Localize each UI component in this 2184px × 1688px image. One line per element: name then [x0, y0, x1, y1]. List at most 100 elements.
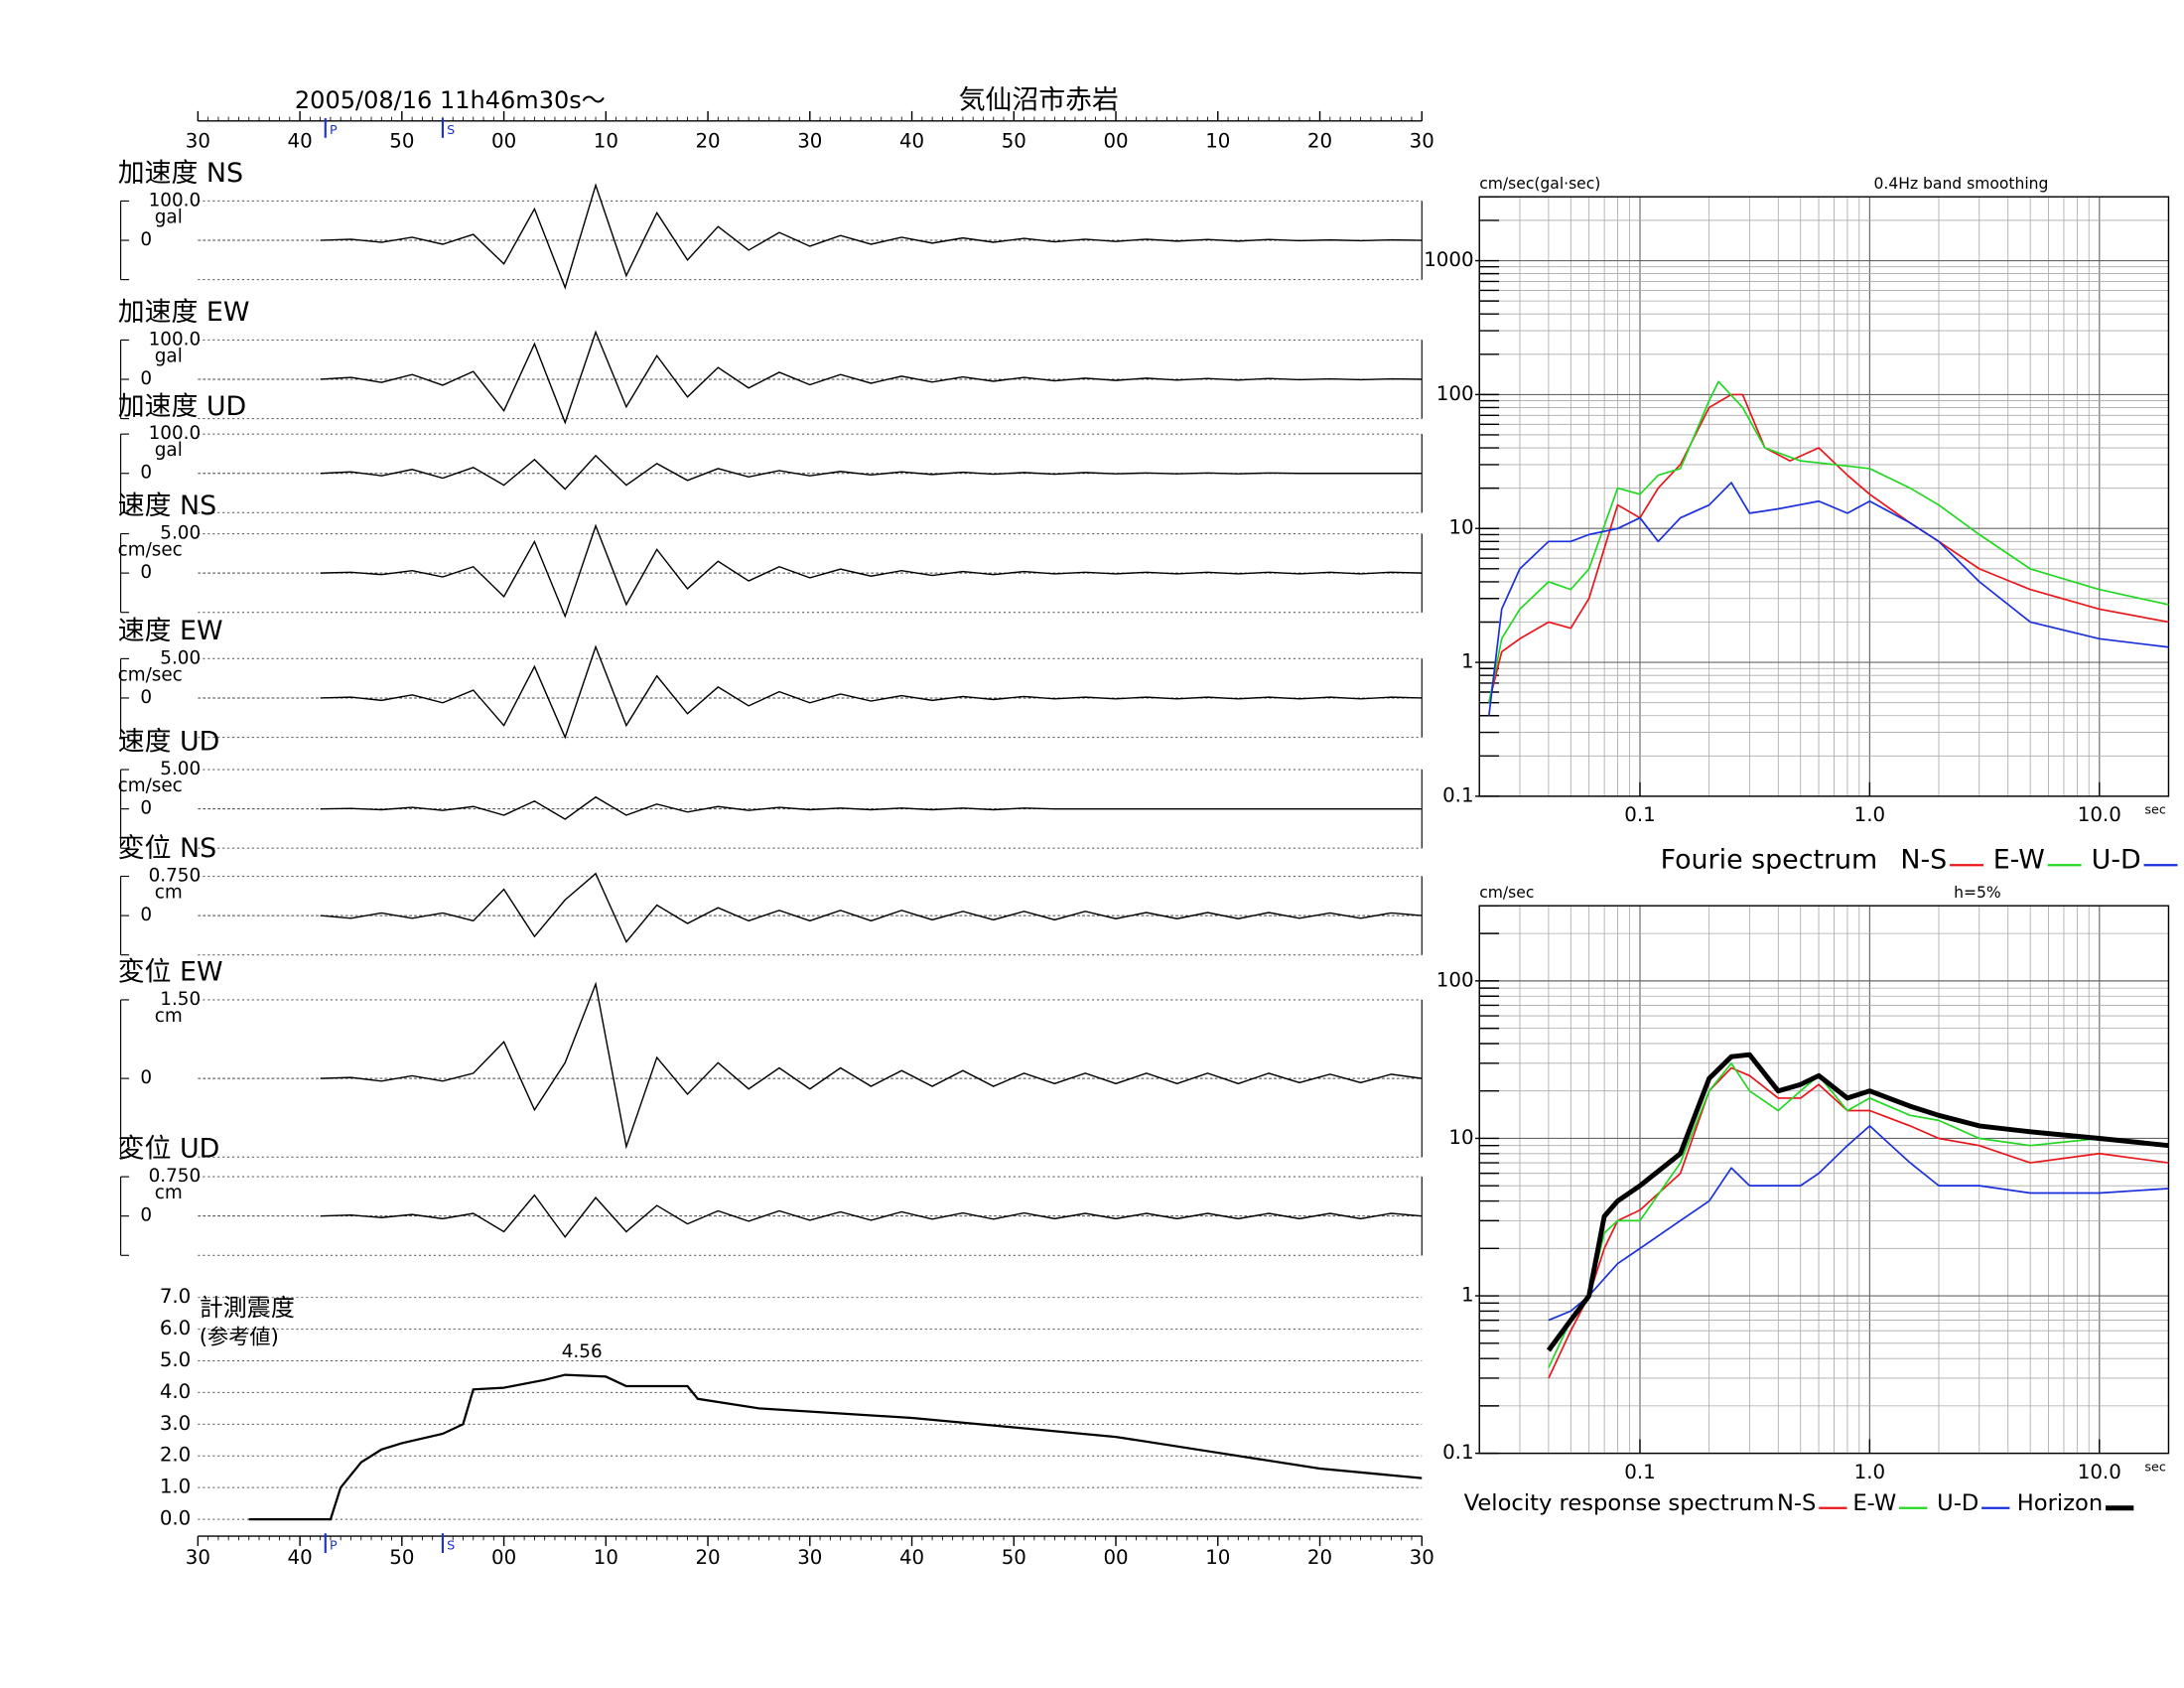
phase-label: P — [330, 122, 338, 137]
time-tick-label: 50 — [389, 1546, 414, 1569]
time-tick-label: 10 — [594, 130, 618, 153]
time-tick-label: 00 — [1103, 1546, 1128, 1569]
scale-label: 1.50 — [160, 989, 201, 1010]
y-tick-label: 4.0 — [160, 1380, 191, 1403]
y-tick-label: 0.0 — [160, 1507, 191, 1530]
spectrum-line — [1548, 1066, 2169, 1379]
trace-label: 加速度 NS — [118, 158, 243, 189]
trace-label: 速度 EW — [118, 616, 223, 646]
plot-frame — [1478, 196, 2170, 797]
unit-label: cm — [155, 1006, 183, 1027]
trace-label: 変位 NS — [118, 833, 216, 864]
time-tick-label: 20 — [1307, 1546, 1332, 1569]
y-tick-label: 1 — [1461, 650, 1474, 673]
zero-label: 0 — [140, 229, 152, 250]
y-tick-label: 3.0 — [160, 1412, 191, 1435]
scale-label: 0.750 — [149, 1166, 202, 1187]
x-tick-label: 1.0 — [1854, 803, 1885, 826]
legend-label: E-W — [1852, 1490, 1896, 1516]
time-tick-label: 20 — [695, 1546, 720, 1569]
y-tick-label: 7.0 — [160, 1285, 191, 1308]
x-tick-label: 0.1 — [1624, 1461, 1655, 1483]
legend-title: Velocity response spectrum — [1464, 1490, 1775, 1516]
waveform — [320, 454, 1423, 491]
scale-label: 100.0 — [149, 190, 202, 211]
time-tick-label: 40 — [288, 130, 313, 153]
y-tick-label: 1 — [1461, 1284, 1474, 1307]
scale-label: 5.00 — [160, 647, 201, 668]
time-tick-label: 30 — [186, 130, 210, 153]
scale-label: 0.750 — [149, 866, 202, 887]
intensity-subtitle: (参考値) — [200, 1325, 279, 1349]
intensity-title: 計測震度 — [200, 1294, 295, 1322]
time-tick-label: 00 — [1103, 130, 1128, 153]
header-date: 2005/08/16 11h46m30s〜 — [295, 86, 606, 114]
y-axis-label: cm/sec — [1479, 884, 1534, 902]
unit-label: gal — [155, 207, 183, 227]
time-tick-label: 50 — [1002, 130, 1026, 153]
time-tick-label: 00 — [491, 1546, 516, 1569]
zero-label: 0 — [140, 368, 152, 389]
unit-label: gal — [155, 346, 183, 366]
time-tick-label: 20 — [1307, 130, 1332, 153]
y-tick-label: 1000 — [1424, 248, 1473, 271]
time-tick-label: 10 — [594, 1546, 618, 1569]
zero-label: 0 — [140, 463, 152, 484]
y-tick-label: 0.1 — [1442, 783, 1473, 806]
legend-label: Horizon — [2017, 1490, 2103, 1516]
waveform — [320, 523, 1423, 619]
zero-label: 0 — [140, 1205, 152, 1226]
y-tick-label: 10 — [1448, 1126, 1473, 1149]
zero-label: 0 — [140, 905, 152, 925]
time-tick-label: 20 — [695, 130, 720, 153]
zero-label: 0 — [140, 687, 152, 708]
y-tick-label: 1.0 — [160, 1476, 191, 1498]
y-tick-label: 2.0 — [160, 1444, 191, 1467]
legend-label: U-D — [2092, 844, 2141, 875]
scale-label: 5.00 — [160, 759, 201, 779]
y-tick-label: 5.0 — [160, 1348, 191, 1371]
trace-label: 変位 EW — [118, 957, 223, 988]
spectrum-line — [1548, 1125, 2169, 1322]
waveform — [320, 330, 1423, 425]
waveform — [320, 872, 1423, 943]
subtitle: h=5% — [1954, 884, 2001, 902]
time-tick-label: 30 — [186, 1546, 210, 1569]
zero-label: 0 — [140, 1067, 152, 1088]
y-tick-label: 6.0 — [160, 1317, 191, 1339]
x-tick-label: 10.0 — [2078, 1461, 2121, 1483]
scale-label: 100.0 — [149, 329, 202, 350]
y-axis-label: cm/sec(gal·sec) — [1479, 175, 1600, 193]
peak-label: 4.56 — [562, 1341, 603, 1362]
legend-title: Fourie spectrum — [1661, 844, 1878, 875]
phase-label: S — [447, 122, 455, 137]
trace-label: 加速度 EW — [118, 297, 250, 328]
waveform — [320, 981, 1423, 1150]
y-tick-label: 100 — [1436, 968, 1474, 991]
unit-label: gal — [155, 440, 183, 461]
zero-label: 0 — [140, 562, 152, 583]
waveform — [320, 795, 1423, 820]
y-tick-label: 10 — [1448, 516, 1473, 539]
waveform — [320, 183, 1423, 290]
header-station: 気仙沼市赤岩 — [959, 85, 1119, 116]
scale-label: 5.00 — [160, 523, 201, 544]
legend-label: U-D — [1937, 1490, 1979, 1516]
legend-label: E-W — [1993, 844, 2045, 875]
waveform — [320, 1194, 1423, 1238]
time-tick-label: 00 — [491, 130, 516, 153]
spectrum-line — [1488, 380, 2169, 703]
time-tick-label: 10 — [1205, 1546, 1230, 1569]
time-tick-label: 30 — [1410, 1546, 1434, 1569]
plot-frame — [1478, 905, 2170, 1455]
time-tick-label: 50 — [1002, 1546, 1026, 1569]
x-axis-label: sec — [2144, 802, 2165, 817]
spectrum-line — [1546, 1052, 2169, 1352]
time-tick-label: 40 — [899, 1546, 924, 1569]
unit-label: cm/sec — [118, 775, 183, 796]
time-tick-label: 50 — [389, 130, 414, 153]
legend-label: N-S — [1777, 1490, 1816, 1516]
y-tick-label: 100 — [1436, 382, 1474, 405]
phase-label: S — [447, 1537, 455, 1552]
